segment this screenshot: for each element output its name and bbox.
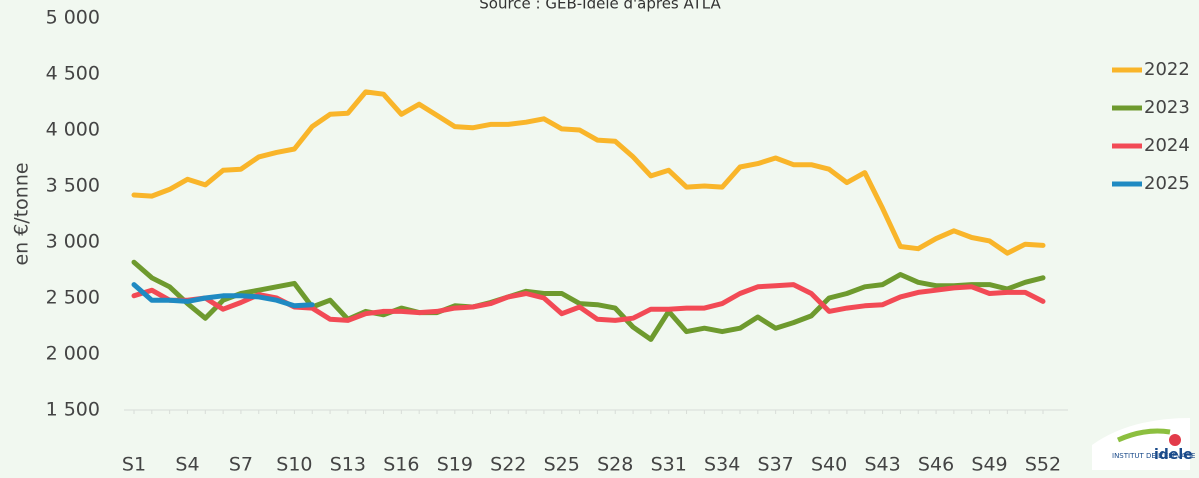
x-tick-label: S1 [122,454,146,476]
x-tick-label: S31 [651,454,687,476]
x-tick-label: S25 [544,454,580,476]
series-line [131,259,1046,342]
legend-label: 2025 [1144,173,1190,194]
y-tick-label: 5 000 [46,7,100,29]
logo: INSTITUT DE L'ELEVAGE idele [1092,418,1195,470]
y-tick-label: 3 000 [46,231,100,253]
x-tick-label: S40 [811,454,847,476]
y-tick-label: 4 500 [46,63,100,85]
x-tick-label: S16 [383,454,419,476]
series-line [131,89,1046,256]
logo-name: idele [1154,447,1193,463]
chart-subtitle: Source : GEB-Idele d'après ATLA [479,0,721,13]
logo-dot [1169,434,1181,446]
x-tick-label: S28 [597,454,633,476]
series-line [131,282,315,309]
logo-swoosh [1116,428,1171,443]
legend-label: 2024 [1144,135,1190,156]
y-tick-label: 2 500 [46,287,100,309]
y-tick-label: 2 000 [46,343,100,365]
legend-label: 2023 [1144,97,1190,118]
x-tick-label: S49 [971,454,1007,476]
x-tick-label: S46 [918,454,954,476]
y-tick-label: 3 500 [46,175,100,197]
x-tick-label: S34 [704,454,740,476]
x-tick-label: S52 [1025,454,1061,476]
y-tick-label: 4 000 [46,119,100,141]
x-tick-label: S7 [229,454,253,476]
x-tick-label: S13 [330,454,366,476]
legend-label: 2022 [1144,59,1190,80]
y-axis-label: en €/tonne [11,162,33,265]
x-tick-label: S22 [490,454,526,476]
logo-text: INSTITUT DE L'ELEVAGE [1112,452,1195,460]
x-tick-label: S10 [276,454,312,476]
x-tick-label: S43 [864,454,900,476]
x-tick-label: S4 [175,454,199,476]
x-tick-label: S37 [758,454,794,476]
y-tick-label: 1 500 [46,399,100,421]
x-tick-label: S19 [437,454,473,476]
